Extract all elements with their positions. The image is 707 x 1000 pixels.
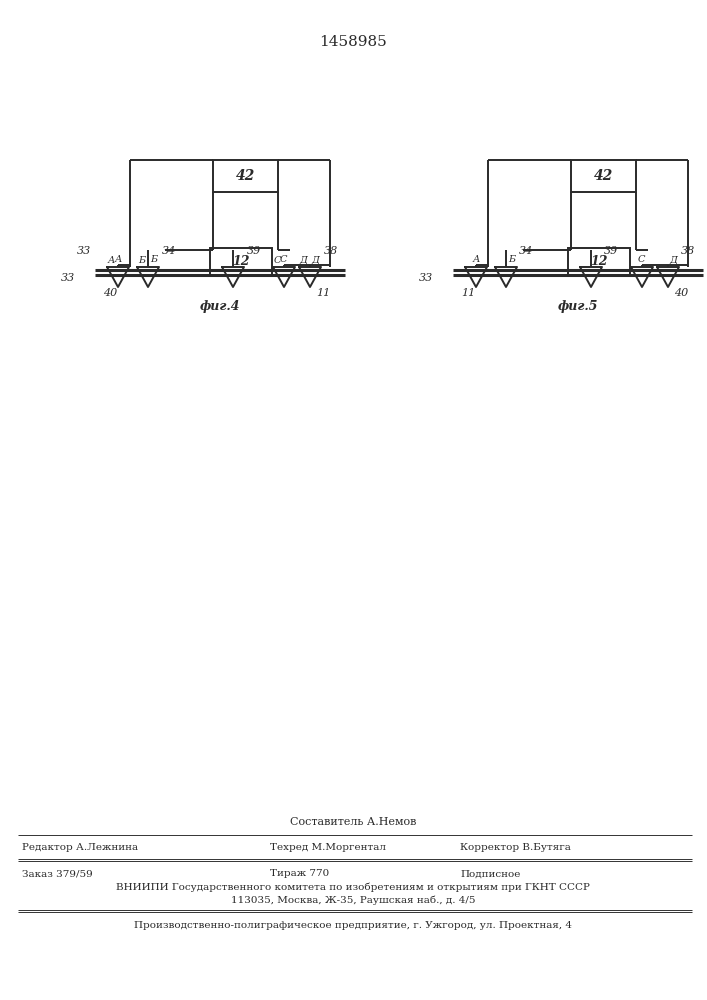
Text: Заказ 379/59: Заказ 379/59 <box>22 869 93 879</box>
Text: Подписное: Подписное <box>460 869 520 879</box>
Text: 113035, Москва, Ж-35, Раушская наб., д. 4/5: 113035, Москва, Ж-35, Раушская наб., д. … <box>230 895 475 905</box>
Bar <box>568 248 630 275</box>
Text: Д: Д <box>669 255 677 264</box>
Text: 34: 34 <box>519 246 533 256</box>
Text: Д: Д <box>299 256 307 265</box>
Text: 33: 33 <box>77 246 91 256</box>
Text: 38: 38 <box>681 246 695 256</box>
Text: С: С <box>637 255 645 264</box>
Bar <box>571 160 636 192</box>
Text: 42: 42 <box>236 169 255 183</box>
Text: 11: 11 <box>461 288 475 298</box>
Text: 11: 11 <box>316 288 330 298</box>
Text: А: А <box>472 255 479 264</box>
Text: Д: Д <box>311 255 319 264</box>
Text: 12: 12 <box>233 255 250 268</box>
Text: 39: 39 <box>604 246 618 256</box>
Text: 40: 40 <box>103 288 117 298</box>
Bar <box>210 248 272 275</box>
Text: фиг.5: фиг.5 <box>558 300 598 313</box>
Text: 39: 39 <box>247 246 262 256</box>
Text: С: С <box>274 256 281 265</box>
Text: 1458985: 1458985 <box>319 35 387 49</box>
Text: Корректор В.Бутяга: Корректор В.Бутяга <box>460 844 571 852</box>
Text: Б: Б <box>508 255 515 264</box>
Text: фиг.4: фиг.4 <box>200 300 240 313</box>
Text: Редактор А.Лежнина: Редактор А.Лежнина <box>22 844 138 852</box>
Text: Производственно-полиграфическое предприятие, г. Ужгород, ул. Проектная, 4: Производственно-полиграфическое предприя… <box>134 922 572 930</box>
Text: 33: 33 <box>419 273 433 283</box>
Text: 33: 33 <box>61 273 75 283</box>
Text: Составитель А.Немов: Составитель А.Немов <box>290 817 416 827</box>
Text: А: А <box>107 256 115 265</box>
Text: 12: 12 <box>590 255 608 268</box>
Text: 34: 34 <box>162 246 176 256</box>
Text: С: С <box>279 255 287 264</box>
Text: 42: 42 <box>594 169 613 183</box>
Text: Б: Б <box>150 255 157 264</box>
Text: А: А <box>115 255 122 264</box>
Text: Техред М.Моргентал: Техред М.Моргентал <box>270 844 386 852</box>
Text: 38: 38 <box>324 246 338 256</box>
Bar <box>213 160 278 192</box>
Text: Тираж 770: Тираж 770 <box>270 869 329 879</box>
Text: ВНИИПИ Государственного комитета по изобретениям и открытиям при ГКНТ СССР: ВНИИПИ Государственного комитета по изоб… <box>116 882 590 892</box>
Text: 40: 40 <box>674 288 688 298</box>
Text: Б: Б <box>138 256 145 265</box>
